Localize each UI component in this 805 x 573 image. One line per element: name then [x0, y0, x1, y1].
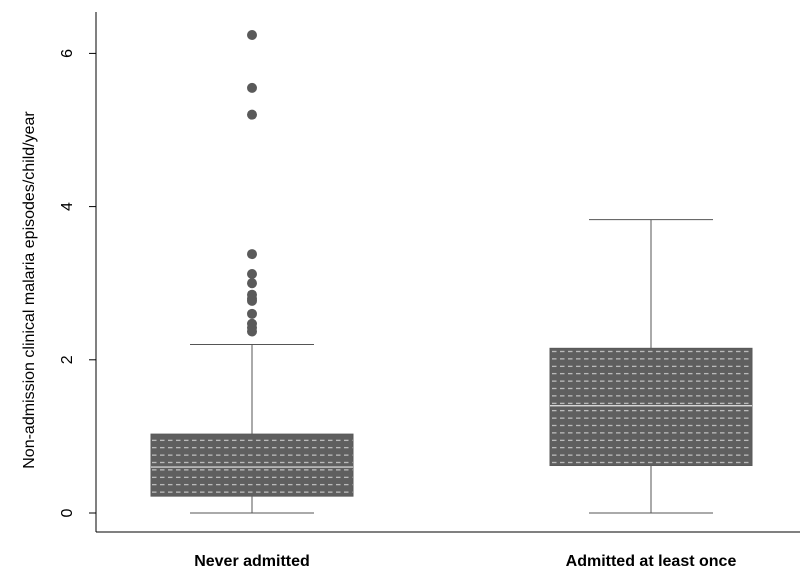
y-tick-label: 4: [59, 202, 76, 211]
y-tick-label: 0: [59, 508, 76, 517]
x-category-label: Admitted at least once: [566, 553, 737, 570]
outlier-point: [247, 82, 257, 93]
iqr-box: [150, 433, 354, 497]
outlier-point: [247, 308, 257, 319]
outlier-point: [247, 249, 257, 260]
x-category-label: Never admitted: [194, 553, 310, 570]
y-tick-label: 6: [59, 49, 76, 58]
y-axis-title: Non-admission clinical malaria episodes/…: [21, 111, 38, 469]
box-group-1: [150, 30, 354, 514]
axes: [89, 12, 800, 533]
y-tick-label: 2: [59, 355, 76, 364]
outlier-point: [247, 318, 257, 329]
outlier-point: [247, 30, 257, 41]
outlier-point: [247, 278, 257, 289]
outlier-point: [247, 289, 257, 300]
box-group-2: [549, 219, 753, 514]
plot-area: [150, 30, 753, 514]
outlier-point: [247, 269, 257, 280]
outlier-point: [247, 109, 257, 120]
iqr-box: [549, 347, 753, 467]
labels: 0 2 4 6 Non-admission clinical malaria episo…: [21, 49, 736, 570]
